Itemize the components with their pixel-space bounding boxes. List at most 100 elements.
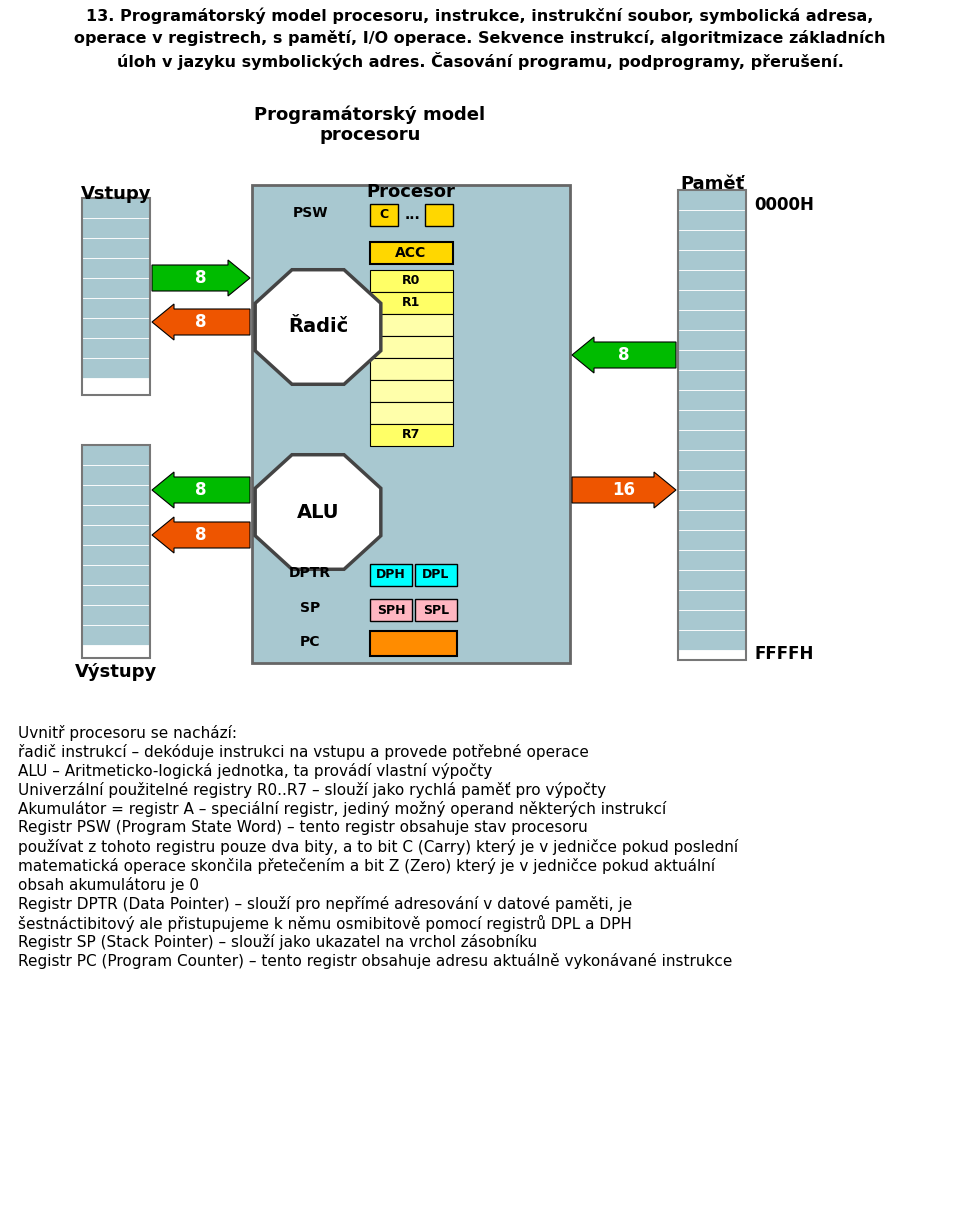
Bar xyxy=(678,631,746,650)
Bar xyxy=(370,599,412,621)
Bar xyxy=(82,198,150,395)
Text: R7: R7 xyxy=(402,429,420,441)
Bar xyxy=(678,290,746,310)
Text: Registr PSW (Program State Word) – tento registr obsahuje stav procesoru: Registr PSW (Program State Word) – tento… xyxy=(18,820,588,835)
Text: Vstupy: Vstupy xyxy=(81,185,152,203)
Bar xyxy=(678,430,746,451)
Bar xyxy=(678,330,746,350)
Text: DPTR: DPTR xyxy=(289,567,331,580)
Text: Registr SP (Stack Pointer) – slouží jako ukazatel na vrchol zásobníku: Registr SP (Stack Pointer) – slouží jako… xyxy=(18,934,538,949)
Text: řadič instrukcí – dekóduje instrukci na vstupu a provede potřebné operace: řadič instrukcí – dekóduje instrukci na … xyxy=(18,744,588,760)
Text: 8: 8 xyxy=(195,313,206,331)
Text: 13. Programátorský model procesoru, instrukce, instrukční soubor, symbolická adr: 13. Programátorský model procesoru, inst… xyxy=(86,8,874,24)
Bar xyxy=(370,631,457,656)
Bar xyxy=(678,230,746,250)
Bar xyxy=(82,605,150,625)
Text: Registr PC (Program Counter) – tento registr obsahuje adresu aktuálně vykonávané: Registr PC (Program Counter) – tento reg… xyxy=(18,953,732,969)
Text: 8: 8 xyxy=(195,525,206,544)
Text: DPL: DPL xyxy=(422,569,449,581)
Text: Univerzální použitelné registry R0..R7 – slouží jako rychlá paměť pro výpočty: Univerzální použitelné registry R0..R7 –… xyxy=(18,782,606,798)
Bar xyxy=(82,298,150,318)
Bar xyxy=(252,185,570,663)
Bar xyxy=(82,484,150,505)
FancyArrow shape xyxy=(152,517,250,553)
Text: Paměť: Paměť xyxy=(680,175,744,193)
Bar xyxy=(370,292,453,314)
FancyArrow shape xyxy=(152,472,250,509)
Text: R1: R1 xyxy=(402,296,420,309)
Polygon shape xyxy=(255,269,381,384)
Bar xyxy=(678,250,746,271)
FancyArrow shape xyxy=(572,337,676,373)
Bar xyxy=(678,550,746,570)
Text: úloh v jazyku symbolických adres. Časování programu, podprogramy, přerušení.: úloh v jazyku symbolických adres. Časová… xyxy=(116,52,844,70)
Text: obsah akumulátoru je 0: obsah akumulátoru je 0 xyxy=(18,877,199,893)
FancyArrow shape xyxy=(152,260,250,296)
Bar xyxy=(415,599,457,621)
Bar xyxy=(370,402,453,424)
Bar xyxy=(82,338,150,358)
Text: R0: R0 xyxy=(402,274,420,288)
Text: Uvnitř procesoru se nachází:: Uvnitř procesoru se nachází: xyxy=(18,725,237,741)
Bar xyxy=(370,204,398,226)
Text: ALU – Aritmeticko-logická jednotka, ta provádí vlastní výpočty: ALU – Aritmeticko-logická jednotka, ta p… xyxy=(18,763,492,779)
Bar xyxy=(678,610,746,631)
Bar xyxy=(82,445,150,658)
Bar xyxy=(370,564,412,586)
Bar xyxy=(678,410,746,430)
Bar xyxy=(370,336,453,358)
Bar xyxy=(370,424,453,446)
Bar xyxy=(678,530,746,550)
Bar xyxy=(82,585,150,605)
Bar xyxy=(678,490,746,510)
Text: ALU: ALU xyxy=(297,503,339,522)
Bar xyxy=(678,190,746,210)
Bar xyxy=(678,590,746,610)
Text: procesoru: procesoru xyxy=(320,126,420,144)
Bar xyxy=(678,210,746,230)
Text: Výstupy: Výstupy xyxy=(75,663,157,681)
Polygon shape xyxy=(255,454,381,569)
Text: SP: SP xyxy=(300,602,320,615)
Bar xyxy=(82,217,150,238)
Bar xyxy=(82,238,150,259)
Text: FFFFH: FFFFH xyxy=(754,645,813,663)
FancyArrow shape xyxy=(152,304,250,339)
Text: PC: PC xyxy=(300,635,321,649)
Bar xyxy=(370,314,453,336)
Bar xyxy=(370,381,453,402)
Text: Programátorský model: Programátorský model xyxy=(254,105,486,123)
Text: matematická operace skončila přetečením a bit Z (Zero) který je v jedničce pokud: matematická operace skončila přetečením … xyxy=(18,858,715,875)
Bar xyxy=(82,545,150,565)
Bar xyxy=(82,318,150,338)
Bar xyxy=(425,204,453,226)
Text: PSW: PSW xyxy=(292,207,327,220)
Bar xyxy=(370,242,453,265)
Bar xyxy=(82,358,150,378)
Bar xyxy=(82,505,150,525)
Text: Registr DPTR (Data Pointer) – slouží pro nepřímé adresování v datové paměti, je: Registr DPTR (Data Pointer) – slouží pro… xyxy=(18,896,633,912)
Text: C: C xyxy=(379,209,389,221)
Bar xyxy=(82,625,150,645)
Text: 16: 16 xyxy=(612,481,636,499)
Bar xyxy=(82,525,150,545)
Bar xyxy=(415,564,457,586)
Text: DPH: DPH xyxy=(376,569,406,581)
Bar xyxy=(82,278,150,298)
Bar xyxy=(370,358,453,381)
Bar xyxy=(678,271,746,290)
Bar xyxy=(82,465,150,484)
Text: Procesor: Procesor xyxy=(367,182,455,201)
Text: Řadič: Řadič xyxy=(288,318,348,337)
Text: ACC: ACC xyxy=(396,246,426,260)
Bar xyxy=(678,451,746,470)
Text: používat z tohoto registru pouze dva bity, a to bit C (Carry) který je v jedničc: používat z tohoto registru pouze dva bit… xyxy=(18,840,738,855)
Bar xyxy=(678,570,746,590)
Bar xyxy=(678,350,746,370)
FancyArrow shape xyxy=(572,472,676,509)
Text: šestnáctibitový ale přistupujeme k němu osmibitově pomocí registrů DPL a DPH: šestnáctibitový ale přistupujeme k němu … xyxy=(18,914,632,933)
Bar xyxy=(678,370,746,390)
Bar xyxy=(370,271,453,292)
Text: 8: 8 xyxy=(195,269,206,288)
Text: 8: 8 xyxy=(618,345,630,364)
